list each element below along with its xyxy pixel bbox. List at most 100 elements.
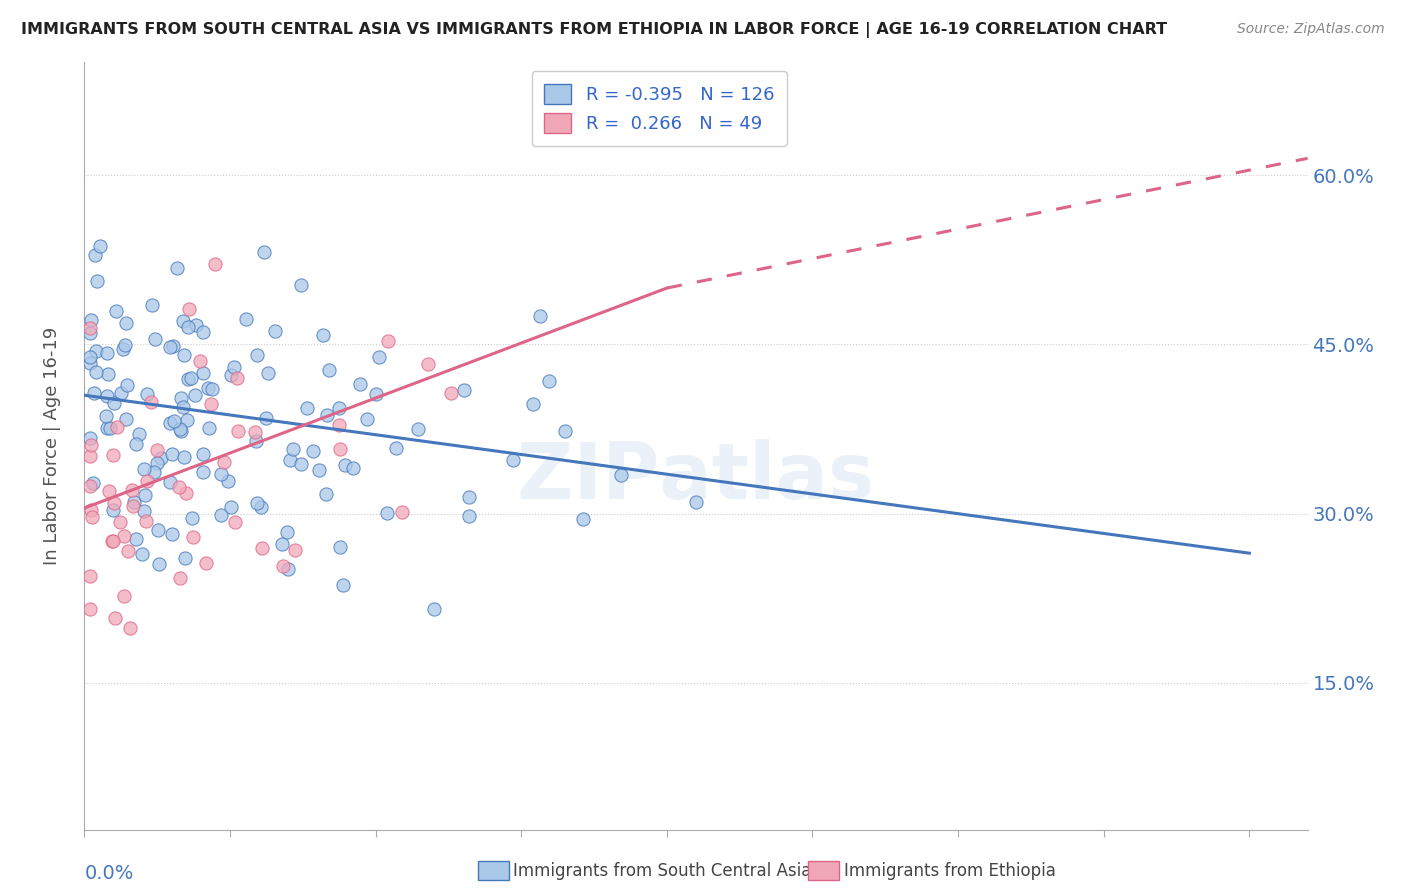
Point xyxy=(200,397,222,411)
Point xyxy=(177,301,200,316)
Point xyxy=(209,508,232,522)
Point xyxy=(332,578,354,592)
Point xyxy=(150,451,173,466)
Point xyxy=(96,421,118,435)
Point xyxy=(86,343,108,358)
Point xyxy=(328,417,350,432)
Point xyxy=(82,510,104,524)
Point xyxy=(125,437,148,451)
Text: Immigrants from South Central Asia: Immigrants from South Central Asia xyxy=(513,862,811,880)
Point xyxy=(96,345,118,359)
Point xyxy=(312,328,335,343)
Point xyxy=(440,385,463,400)
Point xyxy=(181,511,204,525)
Point xyxy=(315,486,337,500)
Point xyxy=(368,350,391,364)
Point xyxy=(172,401,194,415)
Point xyxy=(128,427,150,442)
Point xyxy=(318,363,340,377)
Point xyxy=(79,351,101,365)
Point xyxy=(264,324,287,338)
Point xyxy=(271,537,294,551)
Point xyxy=(219,500,242,515)
Point xyxy=(112,529,135,543)
Point xyxy=(79,478,101,492)
Point xyxy=(148,557,170,571)
Point xyxy=(329,442,352,457)
Point xyxy=(97,367,120,381)
Point xyxy=(110,515,132,529)
Point xyxy=(204,257,226,271)
Point xyxy=(281,442,304,457)
Text: ZIP​atlas: ZIP​atlas xyxy=(517,439,875,515)
Point xyxy=(118,621,141,635)
Point xyxy=(209,467,232,481)
Point xyxy=(159,475,181,490)
Point xyxy=(245,347,267,361)
Point xyxy=(610,468,633,483)
Point xyxy=(201,383,224,397)
Point xyxy=(458,509,481,524)
Point xyxy=(80,313,103,327)
Point xyxy=(221,368,243,383)
Point xyxy=(111,342,134,356)
Point xyxy=(177,372,200,386)
Point xyxy=(284,542,307,557)
Point xyxy=(295,401,318,416)
Point xyxy=(277,561,299,575)
Point xyxy=(83,386,105,401)
Point xyxy=(315,409,337,423)
Point xyxy=(148,523,170,537)
Point xyxy=(356,412,378,426)
Legend: R = -0.395   N = 126, R =  0.266   N = 49: R = -0.395 N = 126, R = 0.266 N = 49 xyxy=(531,71,787,145)
Point xyxy=(224,515,246,529)
Point xyxy=(685,494,707,508)
Point xyxy=(184,388,207,402)
Point xyxy=(139,395,162,409)
Point xyxy=(226,425,249,439)
Point xyxy=(112,589,135,603)
Point xyxy=(253,245,276,260)
Point xyxy=(143,465,166,479)
Point xyxy=(114,338,136,352)
Point xyxy=(84,248,107,262)
Point xyxy=(172,314,194,328)
Point xyxy=(224,360,246,375)
Point xyxy=(176,413,198,427)
Point xyxy=(191,447,214,461)
Point xyxy=(122,500,145,514)
Point xyxy=(162,526,184,541)
Point xyxy=(160,447,183,461)
Point xyxy=(169,422,191,436)
Point xyxy=(103,396,125,410)
Point xyxy=(98,421,121,435)
Point xyxy=(198,421,221,435)
Point xyxy=(167,479,190,493)
Point xyxy=(159,416,181,430)
Point xyxy=(170,424,193,438)
Point xyxy=(243,425,266,439)
Point xyxy=(132,504,155,518)
Point xyxy=(184,318,207,332)
Point xyxy=(136,387,159,401)
Point xyxy=(271,559,294,574)
Text: Source: ZipAtlas.com: Source: ZipAtlas.com xyxy=(1237,22,1385,37)
Point xyxy=(121,483,143,498)
Point xyxy=(329,540,352,554)
Point xyxy=(457,491,479,505)
Point xyxy=(246,496,269,510)
Point xyxy=(538,374,561,388)
Point xyxy=(256,411,278,425)
Point xyxy=(134,487,156,501)
Point xyxy=(214,455,236,469)
Point xyxy=(529,309,551,323)
Point xyxy=(132,462,155,476)
Point xyxy=(290,457,312,471)
Point xyxy=(115,412,138,426)
Point xyxy=(80,437,103,451)
Point xyxy=(502,452,524,467)
Point xyxy=(146,443,169,458)
Point xyxy=(125,532,148,546)
Point xyxy=(141,298,163,312)
Point xyxy=(79,321,101,335)
